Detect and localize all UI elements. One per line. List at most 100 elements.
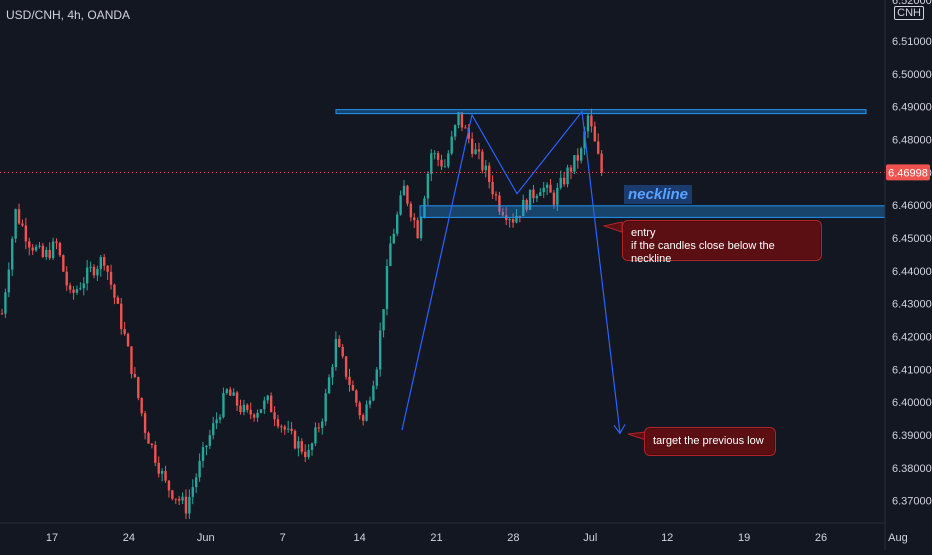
candle-body [123, 329, 126, 334]
candle-body [586, 115, 590, 132]
neckline-label[interactable]: neckline [624, 185, 693, 204]
candle-body [212, 423, 215, 436]
candle-body [68, 285, 72, 290]
candle-body [426, 173, 430, 199]
candle-body [205, 445, 208, 448]
candle-body [48, 249, 51, 259]
candle-body [154, 445, 157, 463]
candle-body [430, 153, 433, 174]
candle-body [130, 346, 133, 375]
candle-body [4, 292, 7, 314]
candle-body [467, 127, 470, 139]
candle-body [413, 217, 416, 221]
candle-body [600, 153, 603, 173]
candle-body [126, 333, 130, 347]
y-tick-label: 6.39000 [892, 430, 932, 442]
candle-body [344, 356, 348, 377]
candle-body [348, 376, 351, 385]
candle-body [556, 187, 559, 205]
candle-body [573, 155, 576, 172]
candle-body [290, 428, 293, 431]
x-tick-label: 7 [280, 532, 286, 544]
candle-body [535, 195, 539, 199]
candle-body [58, 242, 62, 256]
candle-body [474, 149, 477, 155]
candle-body [528, 189, 532, 210]
candle-body [491, 181, 494, 195]
candle-body [45, 249, 48, 257]
candle-body [120, 303, 123, 330]
candle-body [99, 257, 103, 269]
candle-body [283, 426, 286, 430]
candle-body [365, 404, 368, 421]
candle-body [324, 393, 327, 422]
candle-body [440, 159, 443, 167]
y-tick-label: 6.49000 [892, 102, 932, 114]
candle-body [65, 271, 68, 286]
drawing-layer [0, 109, 886, 441]
candle-body [450, 136, 453, 154]
candle-body [92, 266, 96, 276]
candle-body [453, 125, 457, 137]
x-tick-label: Jun [197, 532, 215, 544]
candle-body [235, 392, 239, 406]
candle-body [280, 426, 283, 428]
candle-body [137, 377, 140, 398]
candle-body [89, 266, 92, 268]
current-price-value: 6.46998 [888, 167, 928, 179]
candle-body [392, 233, 396, 244]
entry-callout[interactable]: entry if the candles close below the nec… [622, 220, 822, 265]
candle-body [286, 428, 290, 430]
symbol-title: USD/CNH, 4h, OANDA [6, 8, 131, 22]
candle-body [375, 369, 378, 386]
candle-body [133, 374, 137, 378]
candle-body [184, 496, 188, 514]
candle-body [34, 246, 38, 251]
candle-body [103, 257, 106, 266]
candle-body [331, 367, 334, 378]
candle-body [62, 255, 65, 272]
x-tick-label: Aug [888, 532, 908, 544]
candle-body [327, 377, 331, 394]
candle-body [402, 185, 406, 196]
candle-body [225, 389, 229, 394]
candle-body [263, 400, 266, 410]
candle-body [28, 241, 31, 248]
y-tick-label: 6.37000 [892, 496, 932, 508]
candle-body [116, 297, 120, 304]
candle-body [399, 195, 402, 215]
entry-title: entry [631, 227, 656, 239]
candle-body [171, 490, 174, 499]
candle-body [436, 153, 440, 160]
y-tick-label: 6.42000 [892, 332, 932, 344]
y-tick-label: 6.43000 [892, 299, 932, 311]
candle-body [525, 199, 528, 210]
x-tick-label: 14 [353, 532, 365, 544]
candle-body [276, 419, 280, 427]
candle-body [460, 112, 464, 128]
candle-body [457, 112, 460, 126]
neckline-zone [419, 205, 886, 218]
candle-body [494, 194, 498, 196]
candle-body [532, 189, 535, 199]
target-callout[interactable]: target the previous low [644, 427, 776, 456]
candle-body [256, 412, 259, 418]
candle-body [96, 268, 99, 276]
y-tick-label: 6.45000 [892, 233, 932, 245]
candle-body [501, 211, 505, 216]
x-tick-label: Jul [583, 532, 597, 544]
candle-body [522, 199, 525, 217]
candle-body [518, 215, 522, 217]
candle-body [562, 177, 566, 185]
candle-body [0, 313, 4, 315]
candle-body [167, 480, 171, 491]
candle-body [593, 126, 597, 142]
x-tick-label: 24 [123, 532, 135, 544]
current-price-tag [886, 164, 930, 181]
candle-body [218, 417, 222, 420]
candle-body [515, 215, 518, 223]
candle-body [382, 309, 385, 331]
x-tick-label: 28 [507, 532, 519, 544]
